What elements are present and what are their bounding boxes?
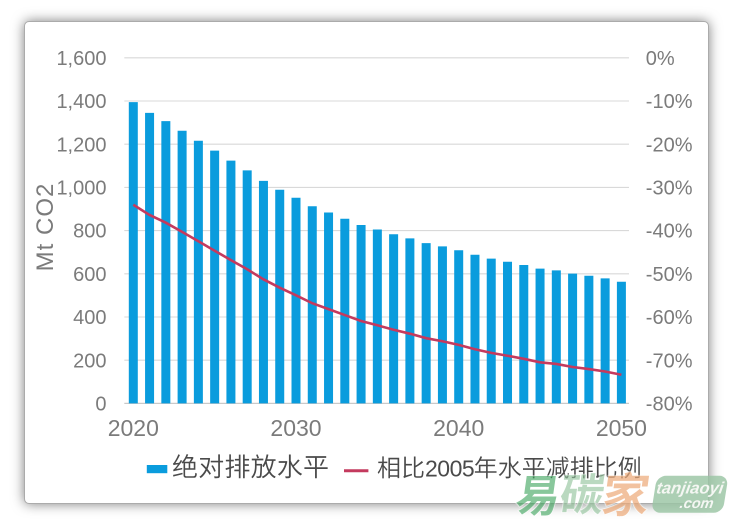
svg-text:800: 800 xyxy=(73,221,106,243)
svg-text:-70%: -70% xyxy=(646,350,693,372)
svg-text:1,000: 1,000 xyxy=(56,178,106,200)
svg-text:200: 200 xyxy=(73,350,106,372)
svg-text:1,200: 1,200 xyxy=(56,134,106,156)
svg-text:-40%: -40% xyxy=(646,221,693,243)
svg-text:-60%: -60% xyxy=(646,307,693,329)
svg-text:-10%: -10% xyxy=(646,91,693,113)
svg-text:1,600: 1,600 xyxy=(56,48,106,70)
svg-text:tanjiaoyi: tanjiaoyi xyxy=(655,478,725,497)
svg-text:2020: 2020 xyxy=(108,415,159,441)
svg-text:0: 0 xyxy=(95,394,106,416)
svg-text:400: 400 xyxy=(73,307,106,329)
svg-text:2050: 2050 xyxy=(596,415,647,441)
svg-text:-30%: -30% xyxy=(646,178,693,200)
svg-text:2030: 2030 xyxy=(270,415,321,441)
svg-text:600: 600 xyxy=(73,264,106,286)
svg-text:.com: .com xyxy=(678,496,714,512)
svg-text:Mt CO2: Mt CO2 xyxy=(32,183,59,272)
svg-text:-20%: -20% xyxy=(646,134,693,156)
svg-text:1,400: 1,400 xyxy=(56,91,106,113)
svg-text:-80%: -80% xyxy=(646,394,693,416)
svg-text:2040: 2040 xyxy=(433,415,484,441)
svg-text:-50%: -50% xyxy=(646,264,693,286)
svg-text:2005: 2005 xyxy=(425,456,474,482)
svg-text:0%: 0% xyxy=(646,48,675,70)
